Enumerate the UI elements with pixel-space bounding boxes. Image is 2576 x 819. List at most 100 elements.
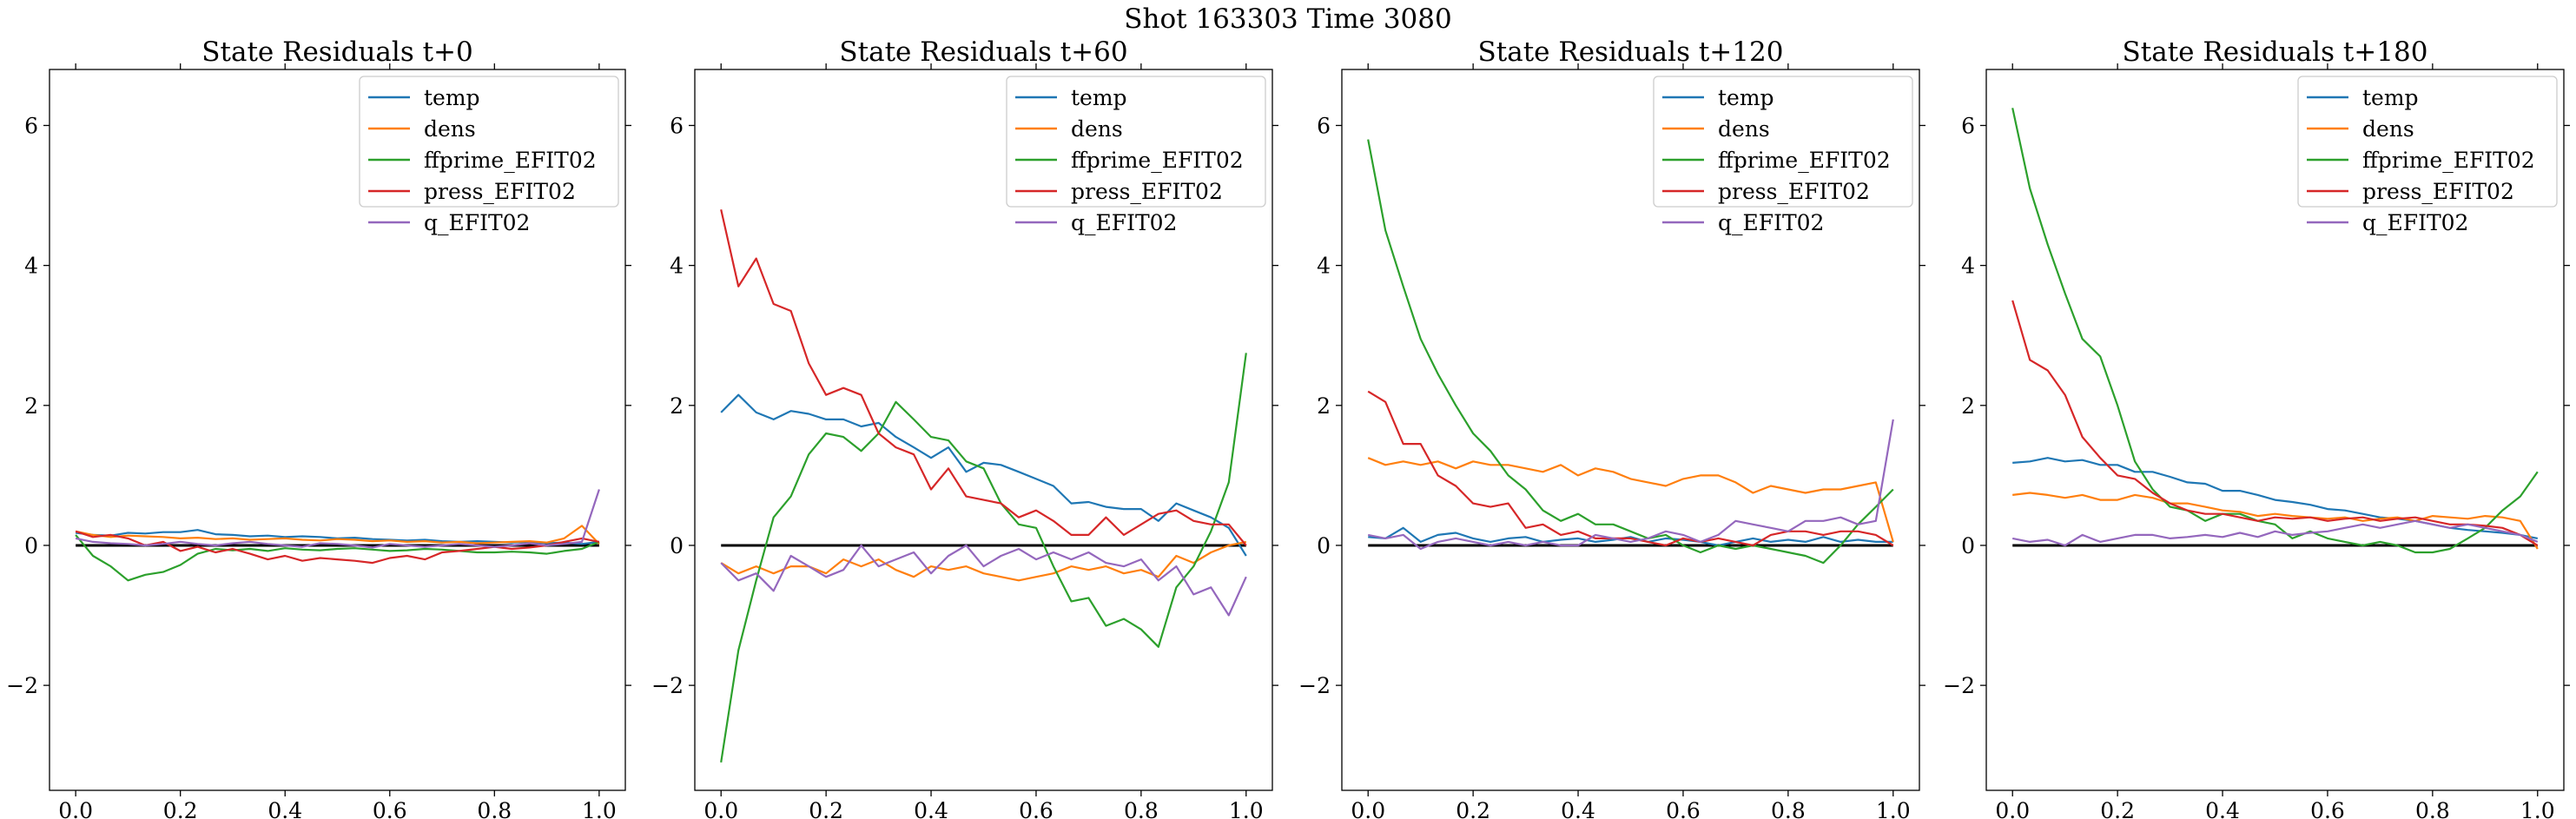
x-tick-label: 0.0 [58,798,93,819]
x-tick-label: 0.4 [914,798,948,819]
y-tick-label: 0 [670,533,684,558]
y-tick-label: −2 [6,673,38,698]
x-tick-label: 0.2 [2100,798,2135,819]
y-tick-label: 4 [24,254,38,279]
x-tick-label: 1.0 [1876,798,1911,819]
y-tick-label: 6 [670,113,684,138]
chart-panel-2: State Residuals t+120 0.0 0.2 0.4 0.6 0.8 1.0 −… [1298,36,1925,819]
figure-suptitle: Shot 163303 Time 3080 [1124,3,1451,35]
y-tick-label: 2 [1961,393,1975,419]
y-tick-label: 4 [670,254,684,279]
plot-frame [49,69,626,791]
chart-title: State Residuals t+60 [839,36,1127,68]
chart-title: State Residuals t+180 [2123,36,2428,68]
legend-label: q_EFIT02 [1718,210,1824,235]
y-tick-label: −2 [1298,673,1331,698]
series-line-dens [1367,457,1894,543]
legend-label: dens [2362,116,2414,142]
series-line-dens [75,525,600,545]
series-line-q_EFIT02 [720,544,1247,617]
y-tick-label: 2 [1317,393,1331,419]
x-tick-label: 0.8 [1124,798,1159,819]
chart-title: State Residuals t+120 [1478,36,1784,68]
x-tick-label: 0.0 [1995,798,2030,819]
y-tick-label: 6 [1317,113,1331,138]
series-line-ffprime_EFIT02 [75,534,600,582]
legend-label: temp [424,85,480,110]
legend-label: temp [2362,85,2419,110]
series-line-q_EFIT02 [2011,519,2539,547]
x-tick-label: 0.2 [1456,798,1490,819]
x-tick-label: 0.0 [703,798,738,819]
legend: temp dens ffprime_EFIT02 press_EFIT02 q_EFIT… [1653,76,1913,235]
y-tick-label: 0 [1317,533,1331,558]
series-line-press_EFIT02 [720,208,1247,546]
x-tick-label: 0.6 [373,798,407,819]
legend-label: press_EFIT02 [1071,179,1223,204]
x-tick-label: 0.6 [2310,798,2345,819]
legend-label: q_EFIT02 [2362,210,2468,235]
y-tick-label: 4 [1317,254,1331,279]
legend-label: ffprime_EFIT02 [1071,148,1244,173]
y-tick-label: −2 [651,673,684,698]
series-line-ffprime_EFIT02 [1367,139,1894,565]
x-tick-label: 0.8 [1771,798,1806,819]
y-tick-label: 0 [1961,533,1975,558]
panels-group: State Residuals t+0 0.0 0.2 0.4 0.6 0.8 1.0 −2 0… [6,36,2570,819]
x-tick-label: 1.0 [2520,798,2555,819]
legend-label: q_EFIT02 [1071,210,1177,235]
plot-frame [1985,69,2565,791]
chart-panel-3: State Residuals t+180 0.0 0.2 0.4 0.6 0.8 1.0 −… [1943,36,2570,819]
legend-label: press_EFIT02 [424,179,576,204]
y-tick-label: 2 [24,393,38,419]
series-line-press_EFIT02 [1367,390,1894,547]
chart-panel-0: State Residuals t+0 0.0 0.2 0.4 0.6 0.8 1.0 −2 0… [6,36,631,819]
chart-title: State Residuals t+0 [201,36,472,68]
series-line-dens [2012,492,2539,550]
legend: temp dens ffprime_EFIT02 press_EFIT02 q_EFIT… [1006,76,1266,235]
y-tick-label: 0 [24,533,38,558]
legend-label: temp [1071,85,1127,110]
plot-frame [694,69,1273,791]
y-tick-label: 6 [1961,113,1975,138]
legend-box [2297,76,2558,208]
legend-label: ffprime_EFIT02 [424,148,597,173]
y-tick-label: 4 [1961,254,1975,279]
series-line-q_EFIT02 [1367,419,1894,551]
legend-label: dens [424,116,476,142]
legend-label: press_EFIT02 [2362,179,2514,204]
legend-box [359,76,619,208]
series-line-temp [720,393,1247,557]
y-tick-label: 6 [24,113,38,138]
legend-label: temp [1718,85,1774,110]
x-tick-label: 0.6 [1666,798,1701,819]
legend-label: ffprime_EFIT02 [2362,148,2535,173]
x-tick-label: 0.8 [2415,798,2450,819]
series-line-temp [1368,526,1893,547]
legend-label: dens [1718,116,1770,142]
legend-label: dens [1071,116,1123,142]
series-line-ffprime_EFIT02 [2011,108,2539,554]
x-tick-label: 0.0 [1351,798,1385,819]
legend-box [1006,76,1266,208]
legend-label: press_EFIT02 [1718,179,1870,204]
legend: temp dens ffprime_EFIT02 press_EFIT02 q_EFIT… [2297,76,2558,235]
series-line-ffprime_EFIT02 [720,353,1247,763]
x-tick-label: 0.8 [477,798,512,819]
x-tick-label: 0.6 [1019,798,1054,819]
x-tick-label: 0.4 [1561,798,1595,819]
series-line-press_EFIT02 [75,530,600,565]
series-line-press_EFIT02 [2011,300,2539,546]
legend-label: ffprime_EFIT02 [1718,148,1891,173]
legend-label: q_EFIT02 [424,210,530,235]
series-line-q_EFIT02 [75,489,600,549]
x-tick-label: 1.0 [582,798,617,819]
x-tick-label: 0.2 [163,798,198,819]
x-tick-label: 1.0 [1229,798,1264,819]
x-tick-label: 0.4 [2205,798,2240,819]
y-tick-label: 2 [670,393,684,419]
legend: temp dens ffprime_EFIT02 press_EFIT02 q_EFIT… [359,76,619,235]
x-tick-label: 0.4 [268,798,302,819]
x-tick-label: 0.2 [809,798,843,819]
